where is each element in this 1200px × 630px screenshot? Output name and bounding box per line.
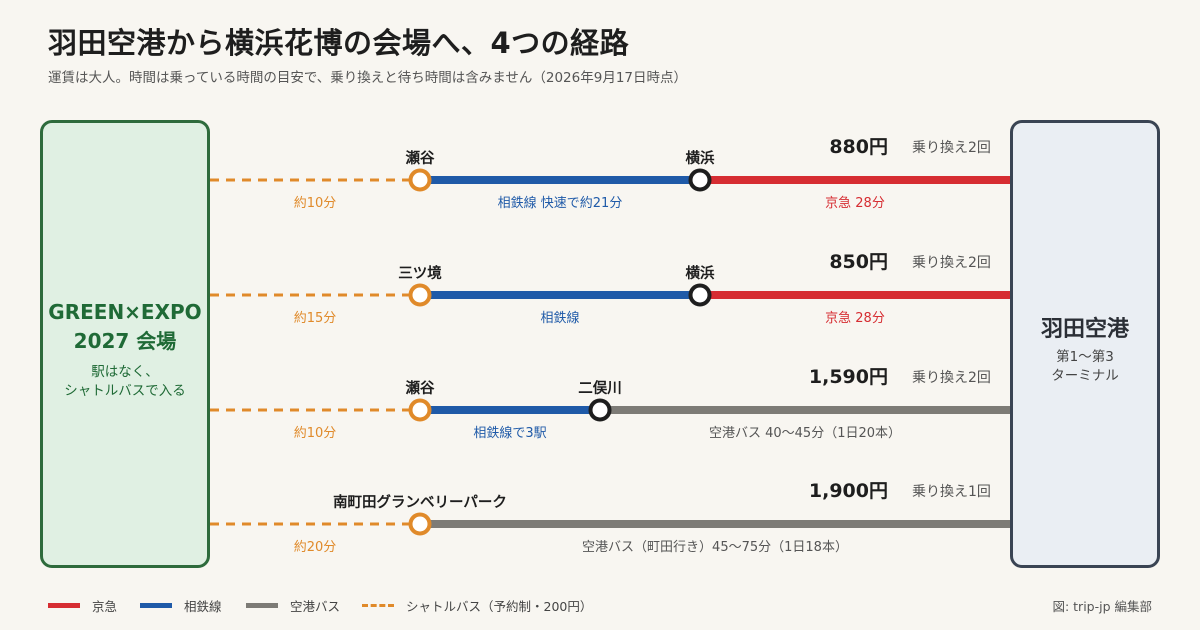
route-price: 880円 <box>829 136 888 158</box>
legend-swatch-shuttle <box>362 604 394 607</box>
segment-label: 約10分 <box>294 196 337 211</box>
haneda-airport-box: 羽田空港 第1〜第3 ターミナル <box>1010 120 1160 568</box>
legend-item-bus: 空港バス <box>246 596 340 615</box>
legend-item-shuttle: シャトルバス（予約制・200円） <box>362 596 592 615</box>
legend-swatch-bus <box>246 603 278 608</box>
page-title: 羽田空港から横浜花博の会場へ、4つの経路 <box>48 26 630 60</box>
haneda-airport-terminals: 第1〜第3 ターミナル <box>1013 348 1157 386</box>
legend-label: 京急 <box>92 599 118 614</box>
station-node <box>688 283 712 307</box>
expo-venue-note-line: シャトルバスで入る <box>64 383 186 399</box>
segment-label: 京急 28分 <box>825 196 885 211</box>
segment-label: 空港バス 40〜45分（1日20本） <box>709 426 901 441</box>
expo-venue-name-line: 2027 会場 <box>73 329 177 353</box>
legend-item-sotetsu: 相鉄線 <box>140 596 222 615</box>
legend-label: シャトルバス（予約制・200円） <box>406 599 593 614</box>
station-node <box>688 168 712 192</box>
segment-label: 空港バス（町田行き）45〜75分（1日18本） <box>582 540 848 555</box>
station-label: 三ツ境 <box>398 264 442 282</box>
station-node <box>408 398 432 422</box>
segment-label: 約15分 <box>294 311 337 326</box>
legend-label: 空港バス <box>290 599 341 614</box>
segment-label: 相鉄線 快速で約21分 <box>498 195 623 211</box>
expo-venue-note: 駅はなく、 シャトルバスで入る <box>43 363 207 401</box>
route-transfers: 乗り換え2回 <box>912 140 991 156</box>
page-subtitle: 運賃は大人。時間は乗っている時間の目安で、乗り換えと待ち時間は含みません（202… <box>48 70 688 86</box>
legend-swatch-sotetsu <box>140 603 172 608</box>
segment-label: 約10分 <box>294 426 337 441</box>
route-transfers: 乗り換え2回 <box>912 255 991 271</box>
station-label: 二俣川 <box>578 379 622 397</box>
station-node <box>408 512 432 536</box>
expo-venue-name-line: GREEN×EXPO <box>48 300 202 324</box>
expo-venue-name: GREEN×EXPO 2027 会場 <box>43 298 207 356</box>
segment-label: 相鉄線で3駅 <box>473 425 546 441</box>
station-label: 瀬谷 <box>406 379 435 397</box>
segment-label: 京急 28分 <box>825 311 885 326</box>
haneda-terminal-line: ターミナル <box>1051 368 1119 384</box>
route-transfers: 乗り換え2回 <box>912 370 991 386</box>
expo-venue-note-line: 駅はなく、 <box>91 364 159 380</box>
station-node <box>408 168 432 192</box>
station-label: 南町田グランベリーパーク <box>333 493 507 511</box>
segment-label: 相鉄線 <box>540 310 579 326</box>
expo-venue-box: GREEN×EXPO 2027 会場 駅はなく、 シャトルバスで入る <box>40 120 210 568</box>
haneda-airport-name: 羽田空港 <box>1040 317 1129 342</box>
legend-item-keikyu: 京急 <box>48 596 117 615</box>
legend-label: 相鉄線 <box>184 599 222 614</box>
legend-swatch-keikyu <box>48 603 80 608</box>
station-label: 瀬谷 <box>406 149 435 167</box>
route-transfers: 乗り換え1回 <box>912 484 991 500</box>
haneda-terminal-line: 第1〜第3 <box>1056 349 1114 365</box>
credit: 図: trip-jp 編集部 <box>1052 599 1152 614</box>
route-price: 1,590円 <box>808 366 888 388</box>
station-label: 横浜 <box>686 149 715 167</box>
station-node <box>588 398 612 422</box>
station-node <box>408 283 432 307</box>
route-price: 1,900円 <box>808 480 888 502</box>
station-label: 横浜 <box>686 264 715 282</box>
route-price: 850円 <box>829 251 888 273</box>
segment-label: 約20分 <box>294 540 337 555</box>
